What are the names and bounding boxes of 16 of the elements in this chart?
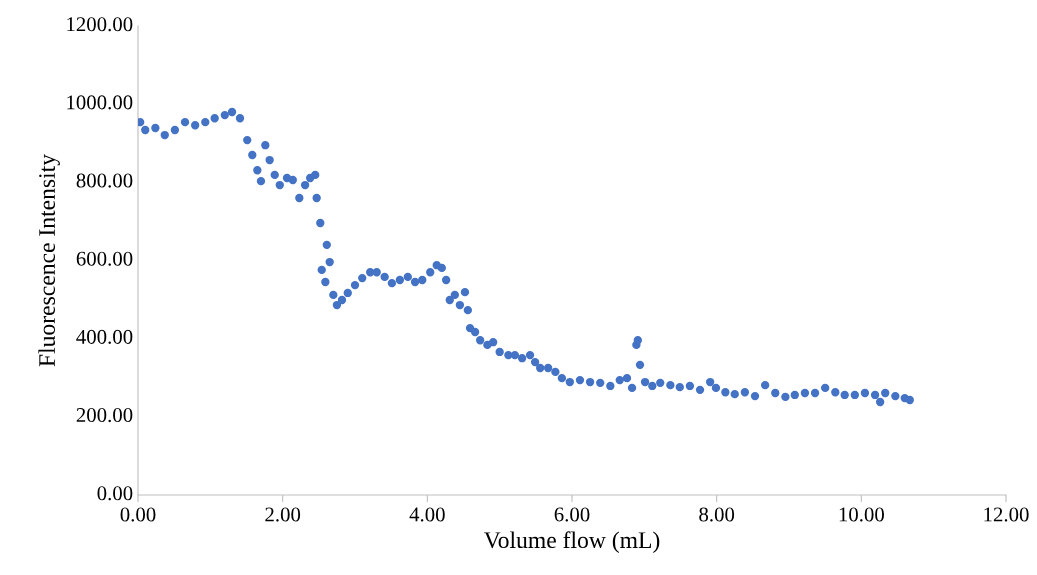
y-tick-label: 1000.00 xyxy=(67,95,133,110)
x-tick-label: 10.00 xyxy=(839,507,884,522)
x-tick-label: 12.00 xyxy=(984,507,1029,522)
x-tick-label: 4.00 xyxy=(409,507,445,522)
y-axis-title: Fluorescence Intensity xyxy=(38,154,60,367)
x-tick-label: 6.00 xyxy=(554,507,590,522)
y-tick-label: 800.00 xyxy=(76,173,133,188)
x-axis-title: Volume flow (mL) xyxy=(483,531,660,553)
x-tick-label: 0.00 xyxy=(120,507,156,522)
y-tick-label: 400.00 xyxy=(76,329,133,344)
x-tick-label: 2.00 xyxy=(265,507,301,522)
y-tick-label: 1200.00 xyxy=(67,17,133,32)
y-tick-label: 200.00 xyxy=(76,407,133,423)
x-tick-label: 8.00 xyxy=(699,507,735,522)
y-tick-label: 600.00 xyxy=(76,251,133,266)
y-tick-label: 0.00 xyxy=(97,486,133,501)
